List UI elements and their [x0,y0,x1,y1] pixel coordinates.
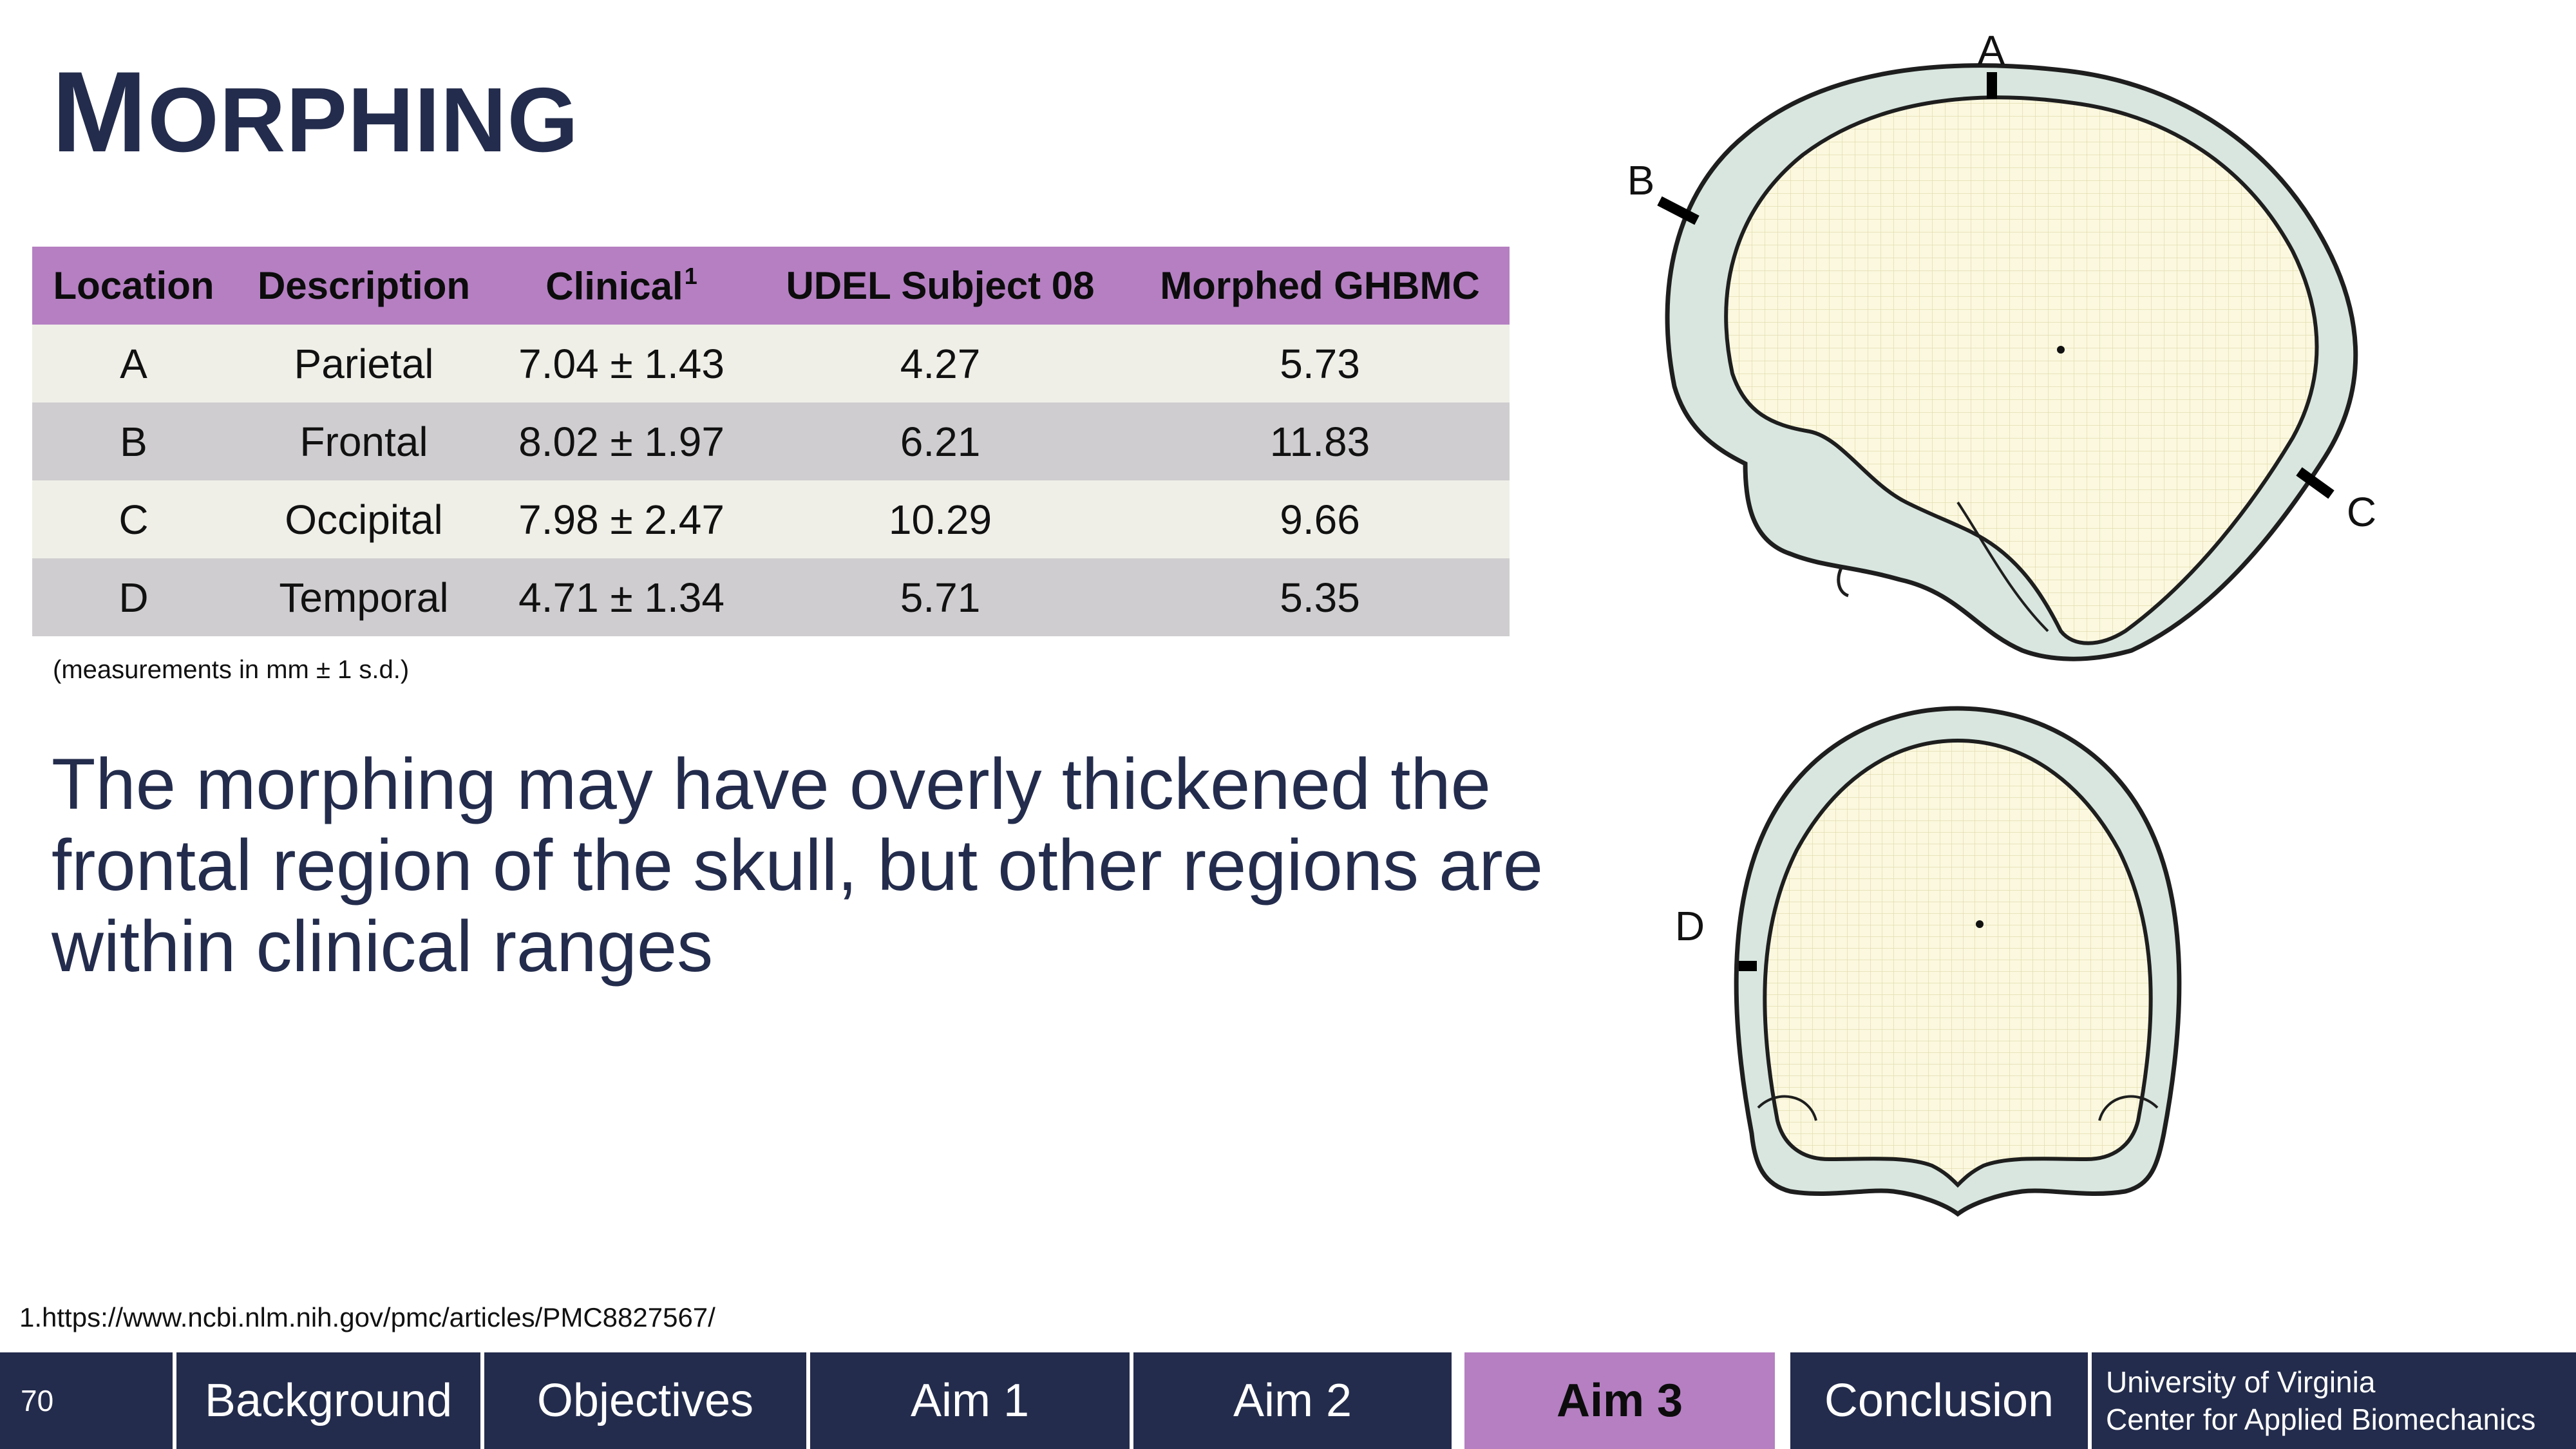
cell-udel: 10.29 [750,480,1130,558]
nav-tab-aim-3[interactable]: Aim 3 [1464,1352,1775,1449]
header-clinical: Clinical1 [493,247,750,325]
label-a: A [1978,27,2005,73]
title-rest: ORPHING [147,69,579,171]
label-d: D [1675,903,1705,949]
cell-clinical: 8.02 ± 1.97 [493,402,750,480]
cell-location: A [32,325,235,402]
cell-morphed: 9.66 [1130,480,1510,558]
marker-c [2296,467,2334,499]
label-b: B [1627,157,1655,204]
slide-navigation-bar: 70 Background Objectives Aim 1 Aim 2 Aim… [0,1352,2576,1449]
cell-clinical: 4.71 ± 1.34 [493,558,750,636]
slide-title: MORPHING [52,55,579,169]
nav-tab-aim-1[interactable]: Aim 1 [810,1352,1130,1449]
cell-description: Parietal [235,325,493,402]
center-dot [2057,346,2065,354]
label-c: C [2347,489,2376,535]
nav-tab-background[interactable]: Background [176,1352,480,1449]
cell-location: C [32,480,235,558]
cell-morphed: 11.83 [1130,402,1510,480]
reference-link[interactable]: 1.https://www.ncbi.nlm.nih.gov/pmc/artic… [19,1302,715,1332]
table-row: A Parietal 7.04 ± 1.43 4.27 5.73 [32,325,1510,402]
nav-tab-objectives[interactable]: Objectives [484,1352,806,1449]
cell-clinical: 7.98 ± 2.47 [493,480,750,558]
cell-morphed: 5.73 [1130,325,1510,402]
page-number: 70 [0,1352,173,1449]
title-initial: M [52,48,148,176]
units-note: (measurements in mm ± 1 s.d.) [53,656,410,684]
institution-line1: University of Virginia [2106,1365,2376,1399]
cell-description: Frontal [235,402,493,480]
table-row: B Frontal 8.02 ± 1.97 6.21 11.83 [32,402,1510,480]
cell-udel: 6.21 [750,402,1130,480]
header-clinical-label: Clinical [545,265,683,308]
thickness-table: Location Description Clinical1 UDEL Subj… [32,247,1510,636]
conclusion-text: The morphing may have overly thickened t… [52,744,1544,987]
cell-udel: 4.27 [750,325,1130,402]
header-description: Description [235,247,493,325]
lateral-skull-figure: A B C [1627,27,2376,661]
nav-tab-aim-2[interactable]: Aim 2 [1133,1352,1452,1449]
header-morphed: Morphed GHBMC [1130,247,1510,325]
marker-b [1657,196,1700,225]
cell-udel: 5.71 [750,558,1130,636]
cell-morphed: 5.35 [1130,558,1510,636]
nav-tab-conclusion[interactable]: Conclusion [1790,1352,2088,1449]
header-udel: UDEL Subject 08 [750,247,1130,325]
footnote-marker: 1 [684,263,697,289]
table-row: D Temporal 4.71 ± 1.34 5.71 5.35 [32,558,1510,636]
table-header-row: Location Description Clinical1 UDEL Subj… [32,247,1510,325]
brain-mesh [1724,95,2319,645]
center-dot [1976,920,1984,928]
header-location: Location [32,247,235,325]
institution-label: University of Virginia Center for Applie… [2092,1352,2576,1449]
cell-description: Occipital [235,480,493,558]
brain-mesh [1763,738,2153,1188]
institution-line2: Center for Applied Biomechanics [2106,1403,2536,1436]
cell-location: B [32,402,235,480]
frontal-skull-figure: D [1675,706,2182,1217]
cell-description: Temporal [235,558,493,636]
cell-location: D [32,558,235,636]
table-row: C Occipital 7.98 ± 2.47 10.29 9.66 [32,480,1510,558]
cell-clinical: 7.04 ± 1.43 [493,325,750,402]
